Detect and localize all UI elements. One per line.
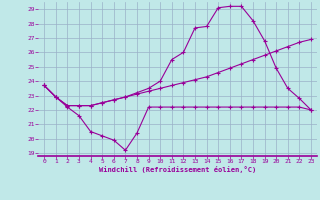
X-axis label: Windchill (Refroidissement éolien,°C): Windchill (Refroidissement éolien,°C) [99,166,256,173]
